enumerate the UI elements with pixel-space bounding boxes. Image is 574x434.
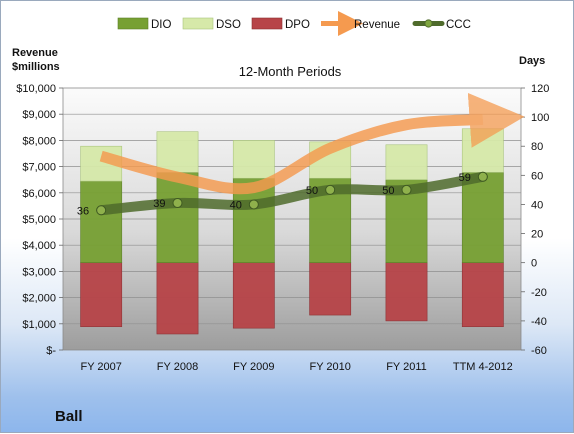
right-tick-label: 20 xyxy=(531,229,543,241)
left-axis-ticks: $- $1,000 $2,000 $3,000 $4,000 $5,000 $6,000 $7… xyxy=(16,83,63,357)
legend-label-dso: DSO xyxy=(216,19,241,31)
legend-label-ccc: CCC xyxy=(446,19,471,31)
right-tick-label: -20 xyxy=(531,287,547,299)
category-label: FY 2007 xyxy=(80,361,121,373)
left-axis-title-line1: Revenue xyxy=(12,47,58,59)
left-tick-label: $8,000 xyxy=(22,135,56,147)
left-tick-label: $2,000 xyxy=(22,293,56,305)
category-labels: FY 2007 FY 2008 FY 2009 FY 2010 FY 2011 TTM 4… xyxy=(80,361,512,373)
ccc-data-label: 50 xyxy=(306,185,318,197)
ccc-data-label: 50 xyxy=(382,185,394,197)
left-tick-label: $6,000 xyxy=(22,188,56,200)
left-axis-title-line2: $millions xyxy=(12,61,60,73)
ccc-data-label: 39 xyxy=(153,198,165,210)
category-label: FY 2010 xyxy=(309,361,350,373)
bar-dso xyxy=(385,144,428,180)
bars xyxy=(80,128,504,335)
left-tick-label: $9,000 xyxy=(22,109,56,121)
bar-dio xyxy=(156,172,199,263)
legend-swatch-dpo xyxy=(251,17,283,30)
legend-label-dpo: DPO xyxy=(285,19,310,31)
ccc-point xyxy=(172,197,183,208)
bar-dpo xyxy=(309,262,352,316)
bar-dpo xyxy=(232,262,275,329)
right-tick-label: 80 xyxy=(531,141,543,153)
ccc-data-label: 36 xyxy=(77,205,89,217)
left-tick-label: $10,000 xyxy=(16,83,56,95)
ccc-data-label: 40 xyxy=(230,199,242,211)
ccc-point xyxy=(96,205,107,216)
right-tick-label: -40 xyxy=(531,316,547,328)
right-tick-label: -60 xyxy=(531,345,547,357)
bar-dpo xyxy=(385,262,428,322)
ccc-point xyxy=(248,199,259,210)
legend-swatch-dso xyxy=(182,17,214,30)
bar-dso xyxy=(232,140,275,179)
legend-label-dio: DIO xyxy=(151,19,172,31)
right-tick-label: 100 xyxy=(531,112,549,124)
bar-dpo xyxy=(156,262,199,335)
bar-dso xyxy=(156,131,199,173)
bar-dpo xyxy=(461,262,504,328)
revenue-line xyxy=(99,92,525,195)
ccc-line xyxy=(96,171,488,216)
legend-swatch-dio xyxy=(117,17,149,30)
right-axis-title: Days xyxy=(519,55,545,67)
right-tick-label: 120 xyxy=(531,83,549,95)
left-tick-label: $1,000 xyxy=(22,319,56,331)
ccc-point xyxy=(477,171,488,182)
ccc-data-label: 59 xyxy=(459,172,471,184)
category-label: FY 2008 xyxy=(157,361,198,373)
left-tick-label: $3,000 xyxy=(22,266,56,278)
right-tick-label: 60 xyxy=(531,170,543,182)
left-tick-label: $4,000 xyxy=(22,240,56,252)
legend-label-revenue: Revenue xyxy=(354,19,400,31)
ccc-point xyxy=(401,184,412,195)
left-tick-label: $7,000 xyxy=(22,162,56,174)
bar-dso xyxy=(461,128,504,173)
company-name: Ball xyxy=(55,408,83,425)
legend-marker-ccc xyxy=(424,19,433,28)
right-axis-ticks: -60 -40 -20 0 20 40 60 80 100 120 xyxy=(521,83,549,357)
left-tick-label: $- xyxy=(46,345,56,357)
right-tick-label: 40 xyxy=(531,199,543,211)
left-tick-label: $5,000 xyxy=(22,214,56,226)
lines xyxy=(96,92,525,216)
category-label: FY 2009 xyxy=(233,361,274,373)
category-label: TTM 4-2012 xyxy=(453,361,513,373)
bar-dio xyxy=(80,180,123,263)
bar-dpo xyxy=(80,262,123,328)
legend: DIO DSO DPO Revenue CCC xyxy=(117,11,471,36)
chart-title: 12-Month Periods xyxy=(239,64,342,79)
right-tick-label: 0 xyxy=(531,258,537,270)
category-label: FY 2011 xyxy=(386,361,427,373)
bar-dio xyxy=(461,172,504,263)
data-labels: 36 39 40 50 50 59 xyxy=(77,172,471,217)
ccc-point xyxy=(325,184,336,195)
